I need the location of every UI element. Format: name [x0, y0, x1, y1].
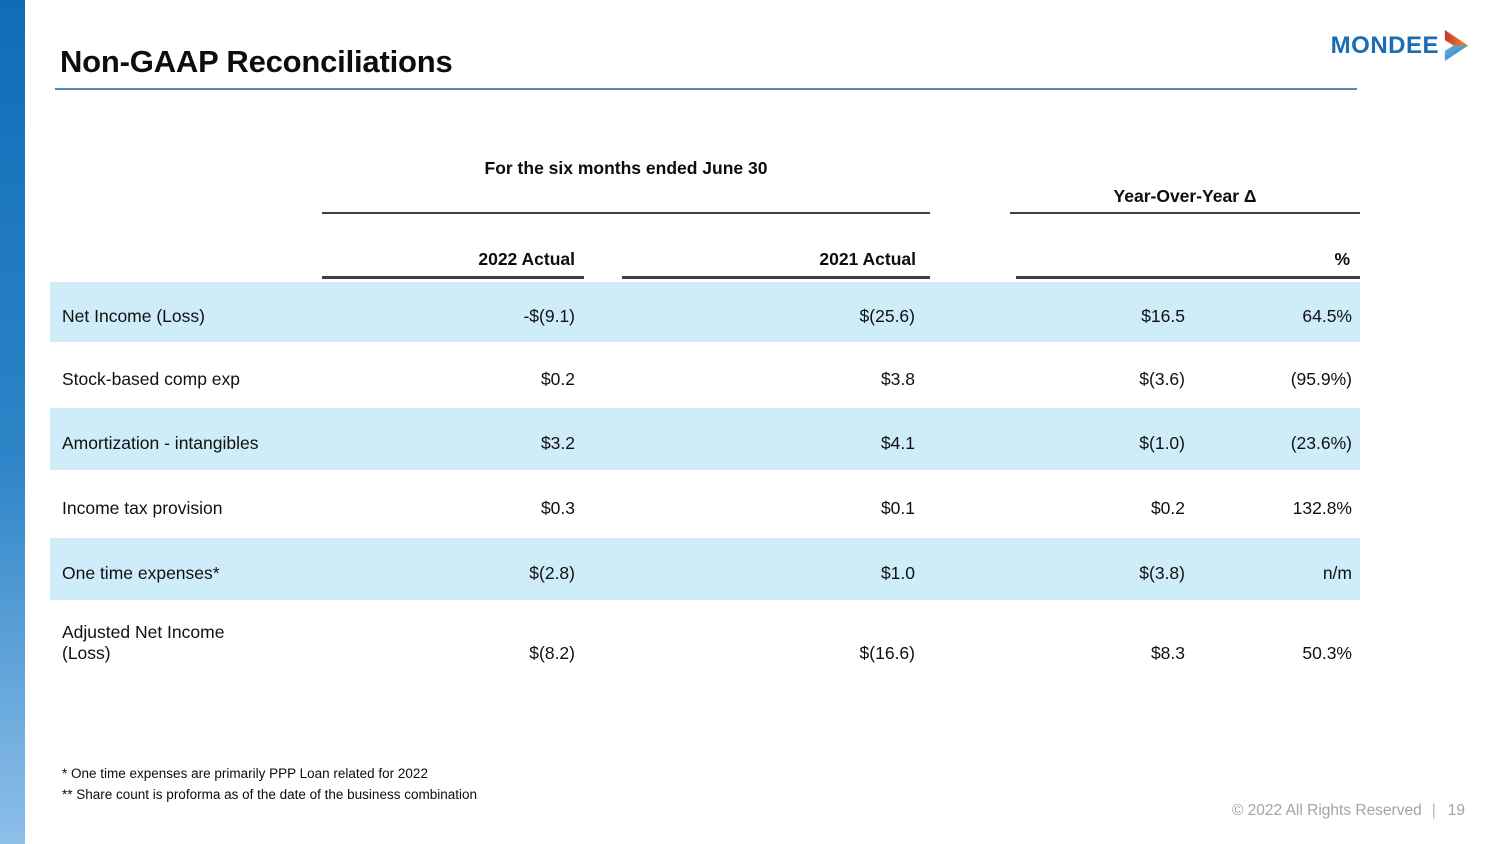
table-row-stock-comp: Stock-based comp exp $0.2 $3.8 $(3.6) (9… [50, 342, 1360, 408]
value-percent: n/m [1322, 562, 1352, 583]
footnotes: * One time expenses are primarily PPP Lo… [62, 763, 477, 805]
value-2021: $(25.6) [859, 305, 915, 326]
value-percent: 132.8% [1292, 497, 1352, 518]
mondee-logo: MONDEE [1331, 30, 1470, 61]
table-row-income-tax: Income tax provision $0.3 $0.1 $0.2 132.… [50, 470, 1360, 538]
mondee-logo-text: MONDEE [1330, 31, 1439, 59]
value-delta: $16.5 [1141, 305, 1185, 326]
page-number: 19 [1447, 802, 1465, 819]
row-label: Adjusted Net Income [62, 622, 225, 642]
value-2022: $3.2 [540, 432, 575, 453]
row-label: Income tax provision [62, 497, 223, 518]
value-delta: $(1.0) [1139, 432, 1185, 453]
left-accent-bar [0, 0, 25, 844]
value-delta: $(3.6) [1139, 368, 1185, 389]
row-label: One time expenses* [62, 562, 220, 583]
copyright-text: © 2022 All Rights Reserved [1231, 802, 1422, 819]
value-2021: $(16.6) [859, 643, 915, 663]
column-2022-underline [322, 276, 584, 279]
value-2021: $1.0 [880, 562, 915, 583]
value-percent: 50.3% [1302, 643, 1352, 663]
value-2021: $3.8 [880, 368, 915, 389]
column-2021-underline [622, 276, 930, 279]
slide-footer: © 2022 All Rights Reserved | 19 [1232, 802, 1465, 820]
value-delta: $0.2 [1150, 497, 1185, 518]
footer-separator: | [1431, 802, 1436, 819]
value-2022: $0.3 [540, 497, 575, 518]
footnote-share-count: ** Share count is proforma as of the dat… [62, 787, 477, 802]
value-2021: $4.1 [880, 432, 915, 453]
page-title: Non-GAAP Reconciliations [60, 44, 453, 79]
value-delta: $(3.8) [1139, 562, 1185, 583]
footnote-one-time-expenses: * One time expenses are primarily PPP Lo… [62, 766, 428, 781]
row-label: Net Income (Loss) [62, 305, 205, 326]
yoy-underline [1010, 212, 1360, 214]
column-percent-underline [1016, 276, 1360, 279]
value-percent: 64.5% [1302, 305, 1352, 326]
value-2022: $0.2 [540, 368, 575, 389]
table-row-amortization: Amortization - intangibles $3.2 $4.1 $(1… [50, 408, 1360, 470]
row-label: Stock-based comp exp [62, 368, 241, 389]
value-2022: -$(9.1) [523, 305, 575, 326]
column-header-2022-actual: 2022 Actual [478, 249, 575, 269]
group-header-yoy: Year-Over-Year Δ [1113, 186, 1257, 206]
value-percent: (23.6%) [1290, 432, 1352, 453]
table-row-adjusted-net-income: Adjusted Net Income (Loss) $(8.2) $(16.6… [50, 600, 1360, 678]
value-2021: $0.1 [880, 497, 915, 518]
column-header-percent: % [1334, 249, 1350, 269]
value-percent: (95.9%) [1290, 368, 1352, 389]
table-row-one-time-expenses: One time expenses* $(2.8) $1.0 $(3.8) n/… [50, 538, 1360, 600]
row-label-line2: (Loss) [62, 643, 111, 663]
mondee-arrow-icon [1444, 30, 1469, 61]
title-underline [55, 88, 1357, 90]
six-months-underline [322, 212, 930, 214]
value-2022: $(2.8) [529, 562, 575, 583]
row-label: Amortization - intangibles [62, 432, 259, 453]
column-header-2021-actual: 2021 Actual [819, 249, 916, 269]
group-header-six-months: For the six months ended June 30 [484, 158, 768, 178]
value-delta: $8.3 [1150, 643, 1185, 663]
table-row-net-income: Net Income (Loss) -$(9.1) $(25.6) $16.5 … [50, 282, 1360, 342]
value-2022: $(8.2) [529, 643, 575, 663]
